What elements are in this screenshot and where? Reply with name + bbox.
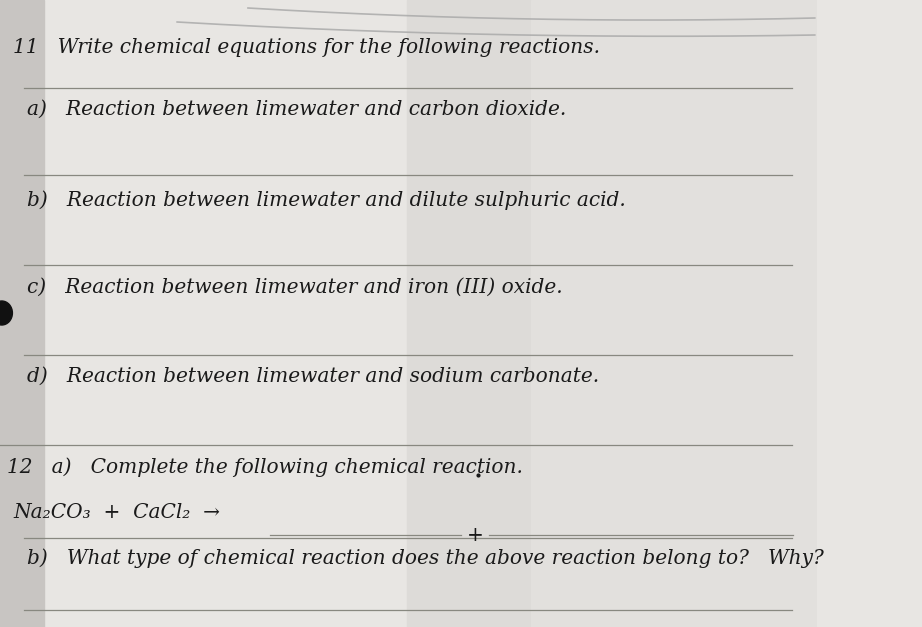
Text: +: + [467, 526, 484, 545]
Bar [0, 0, 44, 627]
Text: 11   Write chemical equations for the following reactions.: 11 Write chemical equations for the foll… [13, 38, 600, 57]
Text: Na₂CO₃  +  CaCl₂  →: Na₂CO₃ + CaCl₂ → [13, 503, 220, 522]
Text: b)   Reaction between limewater and dilute sulphuric acid.: b) Reaction between limewater and dilute… [27, 190, 625, 209]
Circle shape [0, 301, 12, 325]
Text: a)   Reaction between limewater and carbon dioxide.: a) Reaction between limewater and carbon… [27, 100, 566, 119]
Text: c)   Reaction between limewater and iron (III) oxide.: c) Reaction between limewater and iron (… [27, 278, 562, 297]
Text: d)   Reaction between limewater and sodium carbonate.: d) Reaction between limewater and sodium… [27, 367, 598, 386]
Bar [408, 0, 817, 627]
Bar [531, 0, 817, 627]
Text: 12   a)   Complete the following chemical reaction.: 12 a) Complete the following chemical re… [7, 457, 523, 477]
Text: b)   What type of chemical reaction does the above reaction belong to?   Why?: b) What type of chemical reaction does t… [27, 548, 823, 567]
